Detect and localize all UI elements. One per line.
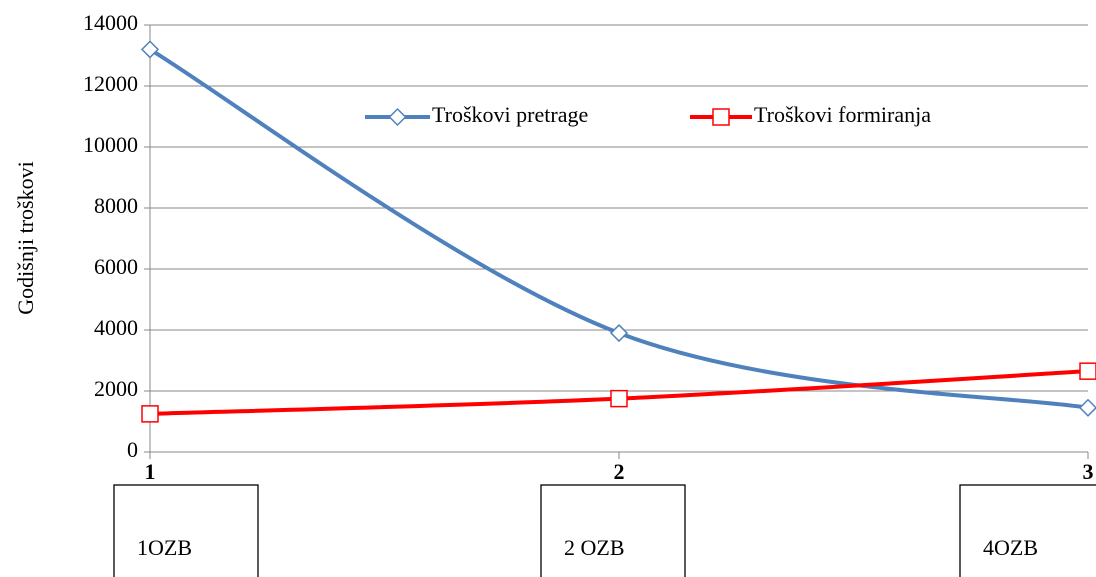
y-tick-label: 8000 [94,193,138,218]
series-line [148,47,1089,410]
x-tick-label: 3 [1083,459,1094,484]
annotation-box [113,484,259,577]
annotation: 1OZB [137,535,192,560]
annotation-box [540,484,686,577]
marker [609,323,629,343]
annotation: 4OZB [983,535,1038,560]
y-tick-label: 14000 [83,10,138,35]
x-tick-label: 1 [145,459,156,484]
x-tick-label: 2 [614,459,625,484]
marker [1078,398,1096,417]
y-tick-label: 10000 [83,132,138,157]
marker [610,389,628,408]
y-tick-label: 12000 [83,71,138,96]
y-tick-label: 6000 [94,254,138,279]
legend-label: Troškovi pretrage [432,102,588,127]
legend-marker [388,107,407,127]
y-tick-label: 2000 [94,376,138,401]
y-tick-label: 0 [127,437,138,462]
legend-label: Troškovi formiranja [754,102,931,127]
y-axis-label: Godišnji troškovi [13,161,38,314]
legend-marker [712,108,730,126]
marker [1079,362,1096,380]
marker [140,40,160,59]
marker [141,405,159,423]
y-tick-label: 4000 [94,315,138,340]
annotation: 2 OZB [564,535,625,560]
annotation-box [959,484,1096,577]
